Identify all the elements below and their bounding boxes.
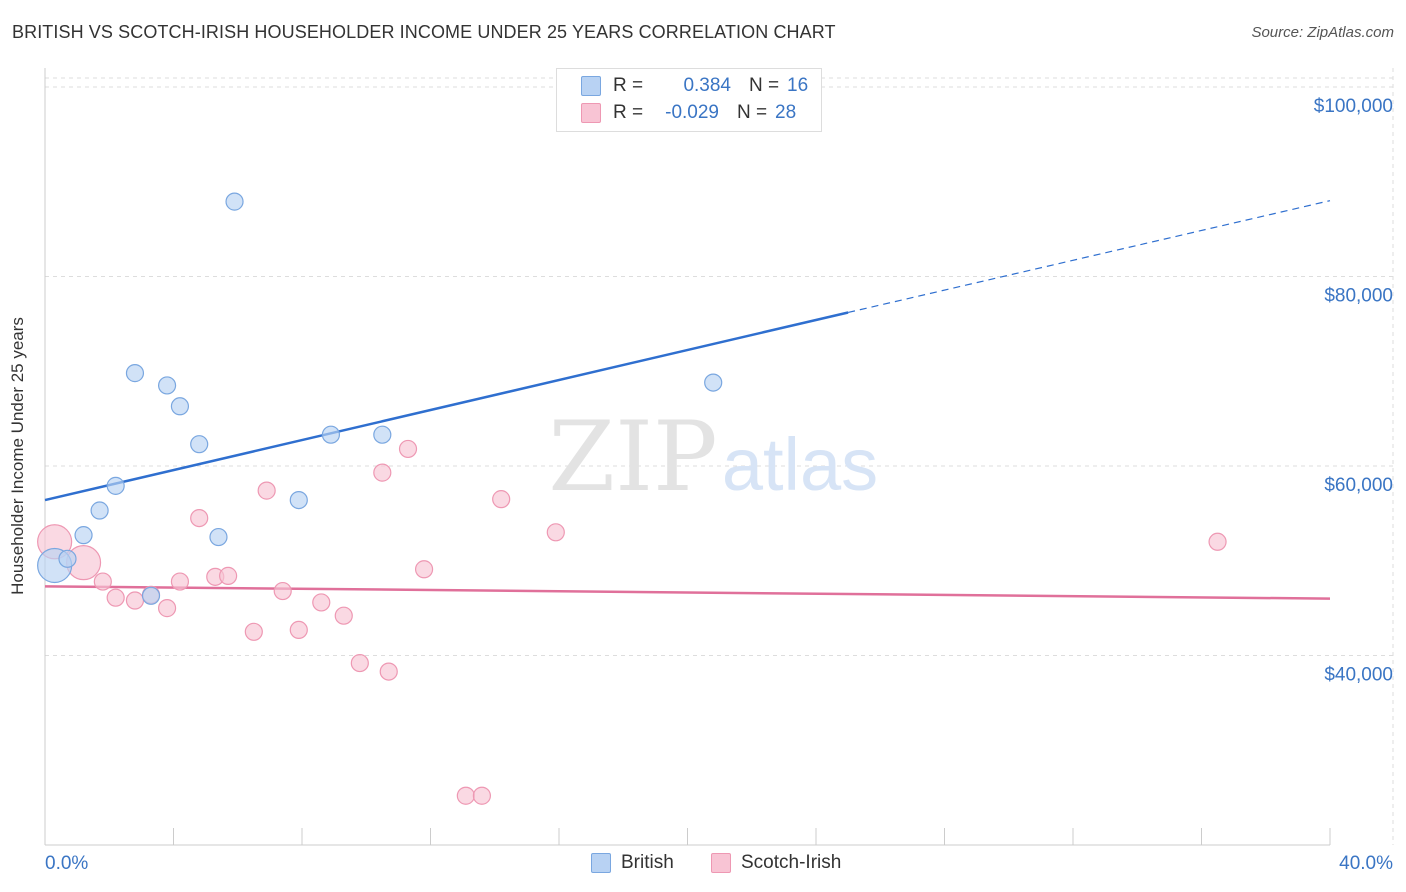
y-tick-label: $80,000	[1324, 285, 1393, 306]
watermark-atlas: atlas	[722, 423, 878, 506]
british-point	[289, 490, 308, 510]
scotch-irish-n-label: N =	[737, 102, 768, 123]
scotch-irish-point	[334, 606, 353, 625]
scotch-irish-point	[398, 439, 418, 459]
british-point	[209, 527, 228, 547]
x-tick-label-max: 40.0%	[1339, 853, 1393, 874]
scotch-irish-point	[379, 662, 398, 681]
trend-layer	[44, 200, 1331, 600]
bottom-legend: British Scotch-Irish	[0, 852, 1406, 878]
labels-layer: $40,000 $60,000 $80,000 $100,000 0.0% 40.0%	[45, 96, 1393, 874]
scotch-irish-point	[472, 786, 491, 805]
scotch-irish-point	[244, 622, 263, 641]
scotch-irish-trend-line	[44, 585, 1331, 600]
x-tick-label-min: 0.0%	[45, 853, 88, 874]
y-tick-label: $60,000	[1324, 475, 1393, 496]
british-point	[125, 364, 145, 383]
british-swatch	[581, 76, 601, 96]
scotch-irish-point	[456, 786, 475, 805]
british-trend-extension	[847, 200, 1331, 314]
scotch-irish-point	[93, 572, 112, 591]
scotch-irish-point	[190, 508, 209, 528]
scotch-irish-point	[125, 591, 145, 610]
british-point	[58, 549, 77, 568]
british-point	[190, 435, 209, 454]
british-r-label: R =	[613, 75, 644, 96]
points-layer	[37, 192, 1227, 805]
scotch-irish-point	[157, 599, 177, 618]
scotch-irish-point	[373, 463, 392, 482]
scotch-irish-point	[257, 481, 276, 500]
y-tick-label: $40,000	[1324, 664, 1393, 685]
british-n-label: N =	[749, 75, 780, 96]
british-point	[373, 425, 392, 444]
y-tick-label: $100,000	[1314, 96, 1393, 117]
watermark-zip: ZIP	[548, 401, 717, 513]
scotch-irish-point	[492, 490, 511, 509]
british-point	[157, 376, 177, 395]
scotch-irish-n-value: 28	[775, 102, 797, 123]
scotch-irish-point	[106, 588, 125, 607]
legend-row-scotch-irish: R = -0.029 N = 28	[581, 101, 796, 125]
british-point	[141, 586, 161, 605]
british-point	[90, 501, 109, 520]
scotch-irish-legend-swatch	[711, 853, 731, 873]
scotch-irish-swatch	[581, 103, 601, 123]
british-point	[321, 425, 341, 444]
british-point	[225, 192, 244, 211]
scotch-irish-point	[273, 581, 292, 601]
british-legend-label: British	[621, 852, 674, 873]
british-point	[170, 397, 190, 416]
scotch-irish-legend-label: Scotch-Irish	[741, 852, 842, 873]
scotch-irish-point	[170, 572, 190, 591]
legend: R = 0.384 N = 16 R = -0.029 N = 28	[556, 68, 822, 132]
british-n-value: 16	[787, 75, 809, 96]
bottom-legend-british: British	[591, 852, 674, 874]
scotch-irish-point	[219, 566, 238, 585]
grid-layer	[45, 68, 1394, 845]
legend-row-british: R = 0.384 N = 16	[581, 74, 808, 98]
source-label: Source: ZipAtlas.com	[1251, 24, 1394, 41]
scotch-irish-r-value: -0.029	[665, 102, 719, 123]
british-point	[74, 526, 93, 545]
scotch-irish-point	[414, 560, 434, 579]
british-r-value: 0.384	[683, 75, 731, 96]
axes-layer	[44, 68, 1331, 846]
scotch-irish-point	[289, 620, 308, 640]
british-legend-swatch	[591, 853, 611, 873]
scotch-irish-point	[312, 593, 331, 612]
scotch-irish-r-label: R =	[613, 102, 644, 123]
bottom-legend-scotch-irish: Scotch-Irish	[711, 852, 841, 874]
scotch-irish-point	[546, 523, 565, 542]
y-axis-label: Householder Income Under 25 years	[8, 317, 27, 595]
scotch-irish-point	[1208, 532, 1227, 551]
chart-title: BRITISH VS SCOTCH-IRISH HOUSEHOLDER INCO…	[12, 22, 836, 42]
british-trend-line	[44, 311, 849, 502]
watermark: ZIP atlas	[548, 401, 878, 513]
scotch-irish-point	[350, 653, 369, 673]
british-point	[106, 476, 125, 495]
british-point	[704, 373, 723, 392]
